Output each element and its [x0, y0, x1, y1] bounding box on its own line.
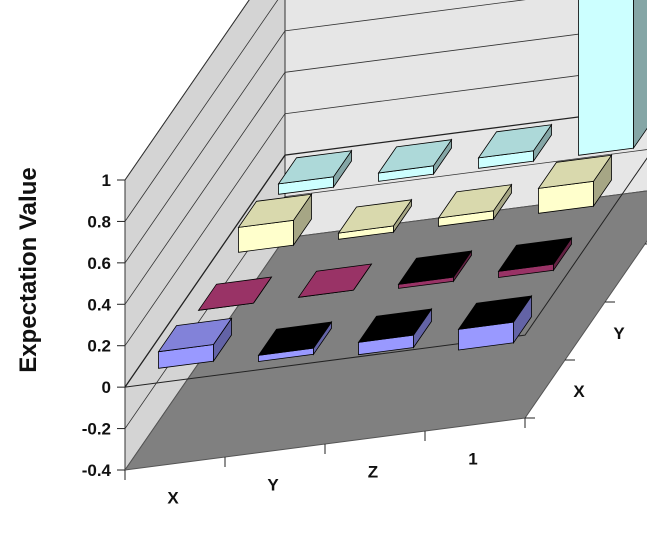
bar-1-Y	[497, 236, 573, 278]
bar-1-1	[578, 0, 647, 156]
y-tick-label: 1	[102, 171, 111, 190]
bar-Z-Y	[397, 249, 473, 289]
y-tick-label: 0.4	[87, 295, 111, 314]
bar-top-face	[337, 199, 413, 234]
bar-Y-X	[257, 320, 333, 362]
gridline	[124, 0, 279, 222]
bar-1-X	[457, 294, 533, 351]
y-tick-label: -0.2	[82, 420, 111, 439]
gridline	[124, 24, 647, 305]
bar-top-face	[297, 263, 373, 298]
x-tick-label: Z	[368, 463, 378, 482]
y-tick-label: 0.8	[87, 212, 111, 231]
bar-Y-1	[377, 138, 453, 182]
chart-labels: 10.80.60.40.20-0.2-0.4XYZ1XYZ1Expectatio…	[15, 167, 625, 508]
bar-top-face	[537, 154, 613, 189]
bar-Z-Z	[437, 183, 513, 227]
bar-X-1	[277, 149, 353, 195]
bar-top-face	[257, 321, 333, 356]
y-tick-label: -0.4	[82, 461, 112, 480]
x-tick-label: 1	[468, 450, 477, 469]
bar-group	[157, 0, 647, 369]
bar-Z-X	[357, 307, 433, 356]
bar-top-face	[197, 276, 273, 311]
bar-top-face	[277, 150, 353, 185]
gridline	[124, 66, 647, 346]
y-axis-title: Expectation Value	[15, 167, 42, 372]
bar-side-face	[633, 0, 647, 150]
gridline	[124, 0, 526, 264]
bar-Z-1	[477, 123, 553, 169]
bar-X-Z	[237, 192, 313, 253]
x-tick-label: Y	[267, 476, 279, 495]
y-tick-label: 0.2	[87, 337, 111, 356]
y-tick-label: 0.6	[87, 254, 111, 273]
gridline	[124, 0, 250, 181]
bar-top-face	[497, 237, 573, 272]
x-tick-label: X	[167, 489, 179, 508]
bar-X-Y	[197, 276, 273, 311]
bar-top-face	[377, 139, 453, 174]
depth-tick-label: Y	[613, 324, 625, 343]
bar-top-face	[357, 308, 433, 343]
bar-top-face	[157, 317, 233, 353]
y-tick-label: 0	[102, 378, 111, 397]
bar-top-face	[437, 184, 513, 219]
gridline	[124, 107, 647, 388]
bar-top-face	[457, 295, 533, 330]
depth-tick-label: X	[573, 382, 585, 401]
bar-top-face	[397, 250, 473, 285]
bar-top-face	[477, 124, 553, 159]
bar-Y-Y	[297, 263, 373, 298]
bar-front-face	[578, 0, 634, 156]
zero-plane-edge	[124, 157, 647, 388]
bar-Y-Z	[337, 198, 413, 240]
bar-1-Z	[537, 153, 613, 214]
bar-X-X	[157, 317, 233, 369]
bar-top-face	[237, 193, 313, 228]
